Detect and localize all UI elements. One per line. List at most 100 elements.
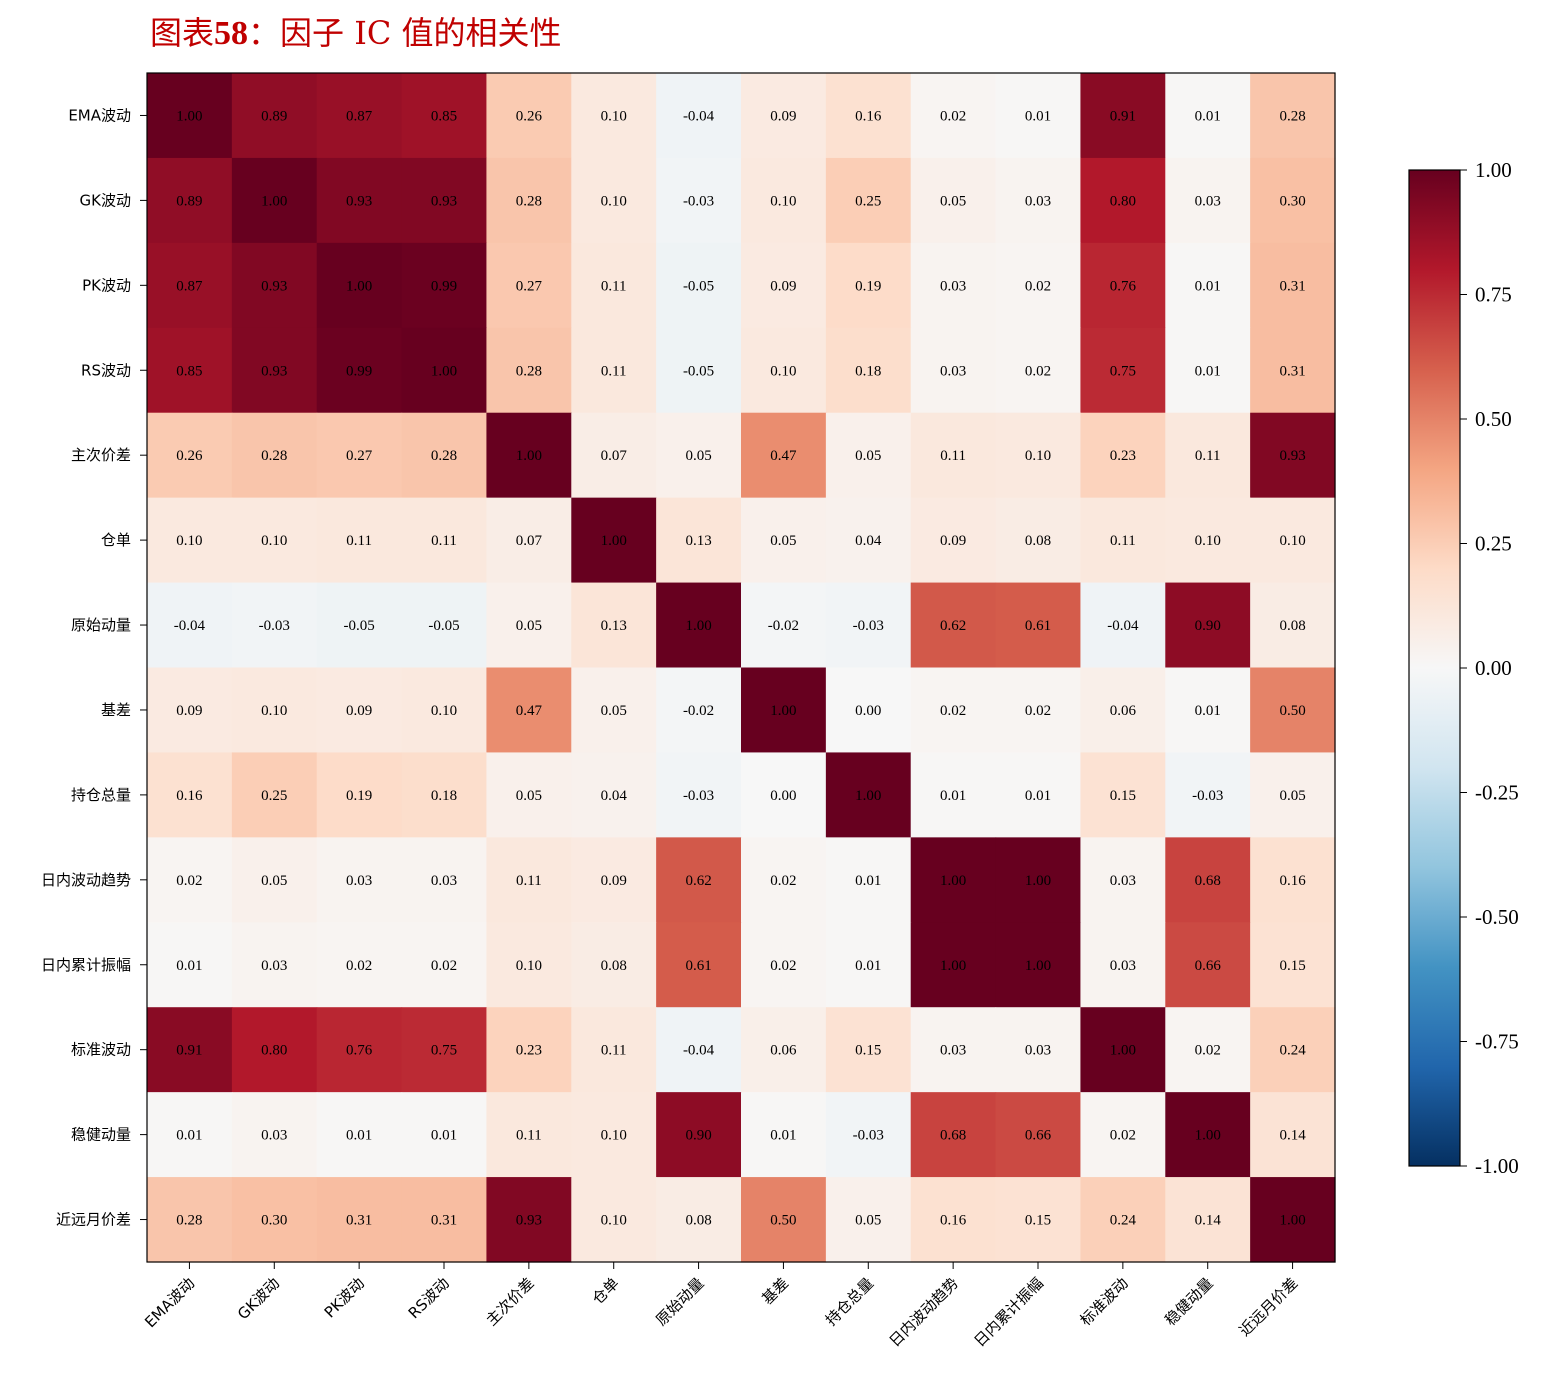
heatmap-cell bbox=[910, 73, 997, 159]
heatmap-cell bbox=[995, 497, 1082, 584]
heatmap-cell-label: 0.24 bbox=[1279, 1043, 1306, 1059]
heatmap-cell bbox=[486, 497, 572, 584]
heatmap-cell-label: 0.05 bbox=[261, 873, 287, 889]
heatmap-cell bbox=[910, 667, 997, 754]
heatmap-cell-label: 0.11 bbox=[346, 533, 372, 549]
heatmap-cell bbox=[231, 752, 318, 838]
heatmap-cell bbox=[825, 582, 912, 669]
heatmap-cell bbox=[741, 582, 827, 669]
heatmap-cell-label: 0.93 bbox=[261, 363, 287, 379]
heatmap-cell-label: 1.00 bbox=[516, 448, 542, 464]
heatmap-cell bbox=[401, 1007, 488, 1093]
heatmap-cell-label: 0.05 bbox=[1279, 788, 1305, 804]
heatmap-cell bbox=[656, 1092, 742, 1178]
heatmap-cell bbox=[1080, 922, 1166, 1008]
heatmap-cell-label: 0.05 bbox=[940, 193, 966, 209]
heatmap-cell-label: 0.26 bbox=[176, 448, 203, 464]
colorbar-tick-label: -0.50 bbox=[1475, 905, 1519, 929]
heatmap-cell bbox=[1080, 837, 1166, 923]
heatmap-cell-label: 0.01 bbox=[940, 788, 966, 804]
heatmap-cell-label: 0.03 bbox=[1110, 958, 1136, 974]
heatmap-cell bbox=[486, 327, 572, 414]
heatmap-cell-label: 0.02 bbox=[770, 873, 796, 889]
heatmap-cell-label: 0.00 bbox=[770, 788, 796, 804]
heatmap-cell bbox=[825, 922, 912, 1008]
heatmap-cell bbox=[316, 1092, 403, 1178]
y-tick-label: 原始动量 bbox=[71, 616, 131, 634]
heatmap-cell bbox=[1165, 73, 1251, 159]
x-tick-label: 近远月价差 bbox=[1236, 1274, 1302, 1340]
heatmap-cell-label: 0.10 bbox=[601, 1213, 627, 1229]
title-suffix: ：因子 IC 值的相关性 bbox=[248, 14, 562, 52]
heatmap-cell-label: 0.03 bbox=[431, 873, 457, 889]
heatmap-cell-label: 0.01 bbox=[176, 1128, 202, 1144]
heatmap-cell-label: 0.13 bbox=[601, 618, 627, 634]
x-tick-label: 基差 bbox=[758, 1274, 792, 1308]
heatmap-cell bbox=[1165, 582, 1251, 669]
heatmap-cell bbox=[825, 412, 912, 499]
heatmap-cell-label: 1.00 bbox=[1025, 873, 1051, 889]
heatmap-cell-label: 1.00 bbox=[940, 958, 966, 974]
x-tick-label: 标准波动 bbox=[1077, 1274, 1132, 1329]
heatmap-cell bbox=[1250, 412, 1336, 499]
y-tick-label: RS波动 bbox=[81, 361, 131, 379]
heatmap-cell-label: 0.90 bbox=[685, 1128, 711, 1144]
heatmap-cell bbox=[231, 412, 318, 499]
heatmap-cell bbox=[316, 412, 403, 499]
heatmap-cell-label: 0.89 bbox=[261, 108, 287, 124]
heatmap-cell-label: 0.01 bbox=[1195, 278, 1221, 294]
y-axis-ticks: EMA波动 GK波动 PK波动 RS波动主次价差仓单原始动量基差持仓总量日内波动趋势日… bbox=[41, 106, 147, 1229]
heatmap-cell bbox=[656, 837, 742, 923]
heatmap-cell bbox=[486, 157, 572, 244]
heatmap-cell bbox=[571, 412, 657, 499]
heatmap-cell-label: -0.05 bbox=[683, 278, 714, 294]
heatmap-cell bbox=[656, 327, 742, 414]
heatmap-cell-label: 0.08 bbox=[685, 1213, 711, 1229]
heatmap-cell-label: 1.00 bbox=[1195, 1128, 1221, 1144]
heatmap-cell bbox=[656, 497, 742, 584]
heatmap-cell-label: 0.31 bbox=[1279, 363, 1305, 379]
heatmap-cell-label: 0.03 bbox=[261, 958, 287, 974]
heatmap-cell bbox=[231, 73, 318, 159]
heatmap-cell-label: 0.07 bbox=[516, 533, 543, 549]
heatmap-cell-label: 0.28 bbox=[176, 1213, 202, 1229]
heatmap-cell-label: 0.31 bbox=[346, 1213, 372, 1229]
heatmap-cell bbox=[1165, 497, 1251, 584]
heatmap-cell bbox=[995, 242, 1082, 329]
heatmap-cell-label: 0.05 bbox=[516, 788, 542, 804]
heatmap-cell-label: 0.25 bbox=[855, 193, 881, 209]
heatmap-cell-label: 0.01 bbox=[1195, 703, 1221, 719]
heatmap-cell-label: 0.93 bbox=[1279, 448, 1305, 464]
heatmap-cell-label: 0.66 bbox=[1025, 1128, 1052, 1144]
heatmap-cell bbox=[825, 157, 912, 244]
heatmap-cell bbox=[147, 1092, 233, 1178]
heatmap-cell-label: -0.04 bbox=[1107, 618, 1139, 634]
colorbar-tick-label: 0.00 bbox=[1475, 656, 1512, 680]
heatmap-cell-label: 0.01 bbox=[855, 873, 881, 889]
heatmap-cell bbox=[147, 157, 233, 244]
heatmap-cell-label: 0.16 bbox=[1279, 873, 1306, 889]
heatmap-cell bbox=[316, 157, 403, 244]
colorbar-tick-label: 1.00 bbox=[1475, 158, 1512, 182]
heatmap-cell-label: 0.93 bbox=[346, 193, 372, 209]
heatmap-cell-label: 0.08 bbox=[601, 958, 627, 974]
heatmap-cell bbox=[910, 1007, 997, 1093]
heatmap-cell-label: 0.87 bbox=[176, 278, 203, 294]
heatmap-cell-labels: 1.00 0.89 0.87 0.85 0.26 0.10 -0.04 0.09 0.16 0.0… bbox=[174, 108, 1306, 1228]
heatmap-cell-label: 0.28 bbox=[516, 363, 542, 379]
heatmap-frame bbox=[146, 72, 1336, 1263]
heatmap-cell-label: 0.14 bbox=[1279, 1128, 1306, 1144]
heatmap-cell bbox=[910, 157, 997, 244]
heatmap-cell bbox=[316, 73, 403, 159]
heatmap-cell bbox=[147, 412, 233, 499]
heatmap-cell-label: 0.11 bbox=[516, 1128, 542, 1144]
heatmap-cell bbox=[147, 1177, 233, 1263]
heatmap-cell bbox=[401, 667, 488, 754]
heatmap-cell bbox=[741, 73, 827, 159]
heatmap-cell-label: 0.10 bbox=[1025, 448, 1051, 464]
heatmap-cell-label: 1.00 bbox=[685, 618, 711, 634]
heatmap-cell bbox=[1250, 497, 1336, 584]
heatmap-cell bbox=[741, 497, 827, 584]
heatmap-cell bbox=[995, 157, 1082, 244]
heatmap-cell bbox=[571, 1007, 657, 1093]
